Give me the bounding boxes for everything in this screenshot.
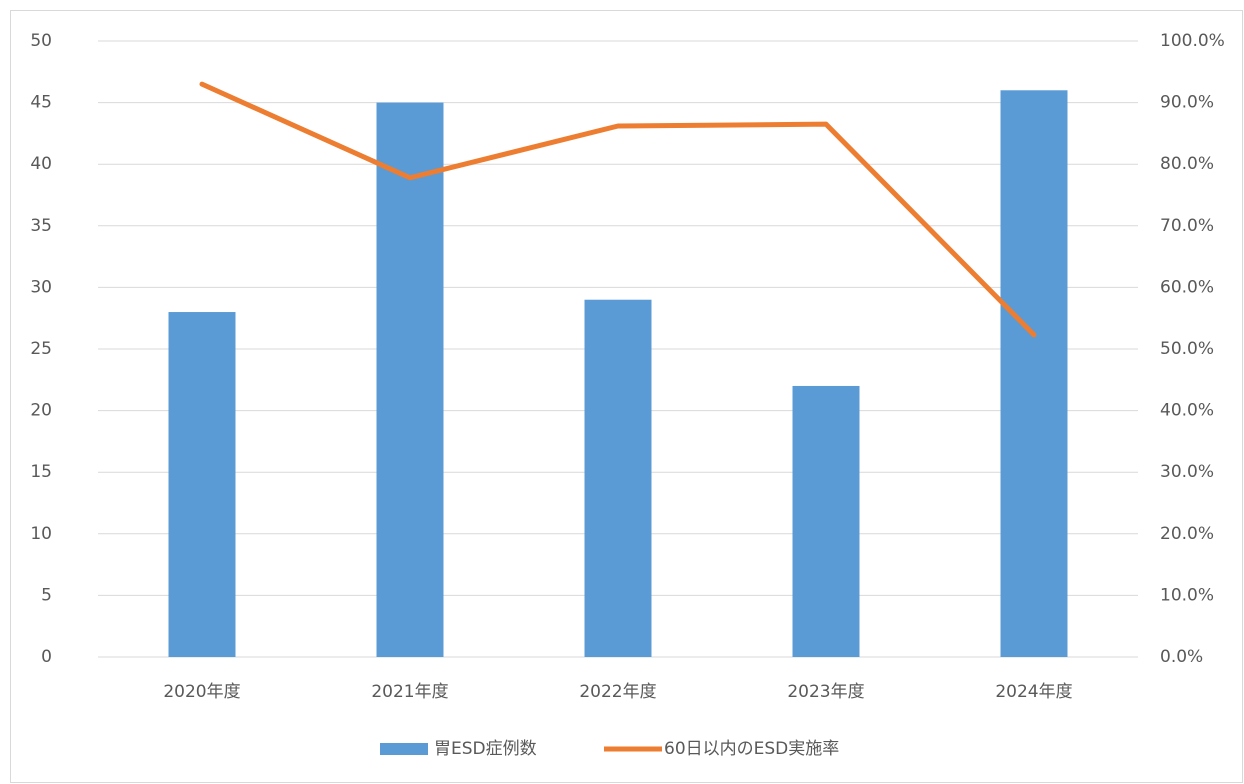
y2-tick-label: 30.0% [1160, 462, 1214, 482]
y2-tick-label: 80.0% [1160, 154, 1214, 174]
y-tick-label: 45 [30, 93, 52, 113]
y-tick-label: 35 [30, 216, 52, 236]
legend-swatch [380, 743, 428, 755]
y2-tick-label: 100.0% [1160, 31, 1225, 51]
y2-tick-label: 40.0% [1160, 401, 1214, 421]
x-tick-label: 2021年度 [371, 682, 448, 702]
x-tick-label: 2023年度 [787, 682, 864, 702]
y-tick-label: 40 [30, 154, 52, 174]
y2-tick-label: 60.0% [1160, 277, 1214, 297]
bar [376, 102, 444, 658]
y-tick-label: 15 [30, 462, 52, 482]
y-tick-label: 50 [30, 31, 52, 51]
x-tick-label: 2022年度 [579, 682, 656, 702]
bar [168, 312, 236, 657]
legend-label: 60日以内のESD実施率 [664, 739, 839, 759]
y2-tick-label: 10.0% [1160, 585, 1214, 605]
x-tick-label: 2020年度 [163, 682, 240, 702]
y-tick-label: 5 [41, 585, 52, 605]
y2-tick-label: 70.0% [1160, 216, 1214, 236]
x-tick-label: 2024年度 [995, 682, 1072, 702]
legend-label: 胃ESD症例数 [434, 739, 537, 759]
bar [584, 299, 652, 657]
y2-tick-label: 0.0% [1160, 647, 1203, 667]
bar [1000, 90, 1068, 657]
y2-tick-label: 50.0% [1160, 339, 1214, 359]
bar [792, 385, 860, 657]
y2-tick-label: 90.0% [1160, 93, 1214, 113]
y2-tick-label: 20.0% [1160, 524, 1214, 544]
y-tick-label: 0 [41, 647, 52, 667]
y-tick-label: 30 [30, 277, 52, 297]
y-tick-label: 25 [30, 339, 52, 359]
y-tick-label: 20 [30, 401, 52, 421]
line [199, 81, 1037, 338]
y-tick-label: 10 [30, 524, 52, 544]
